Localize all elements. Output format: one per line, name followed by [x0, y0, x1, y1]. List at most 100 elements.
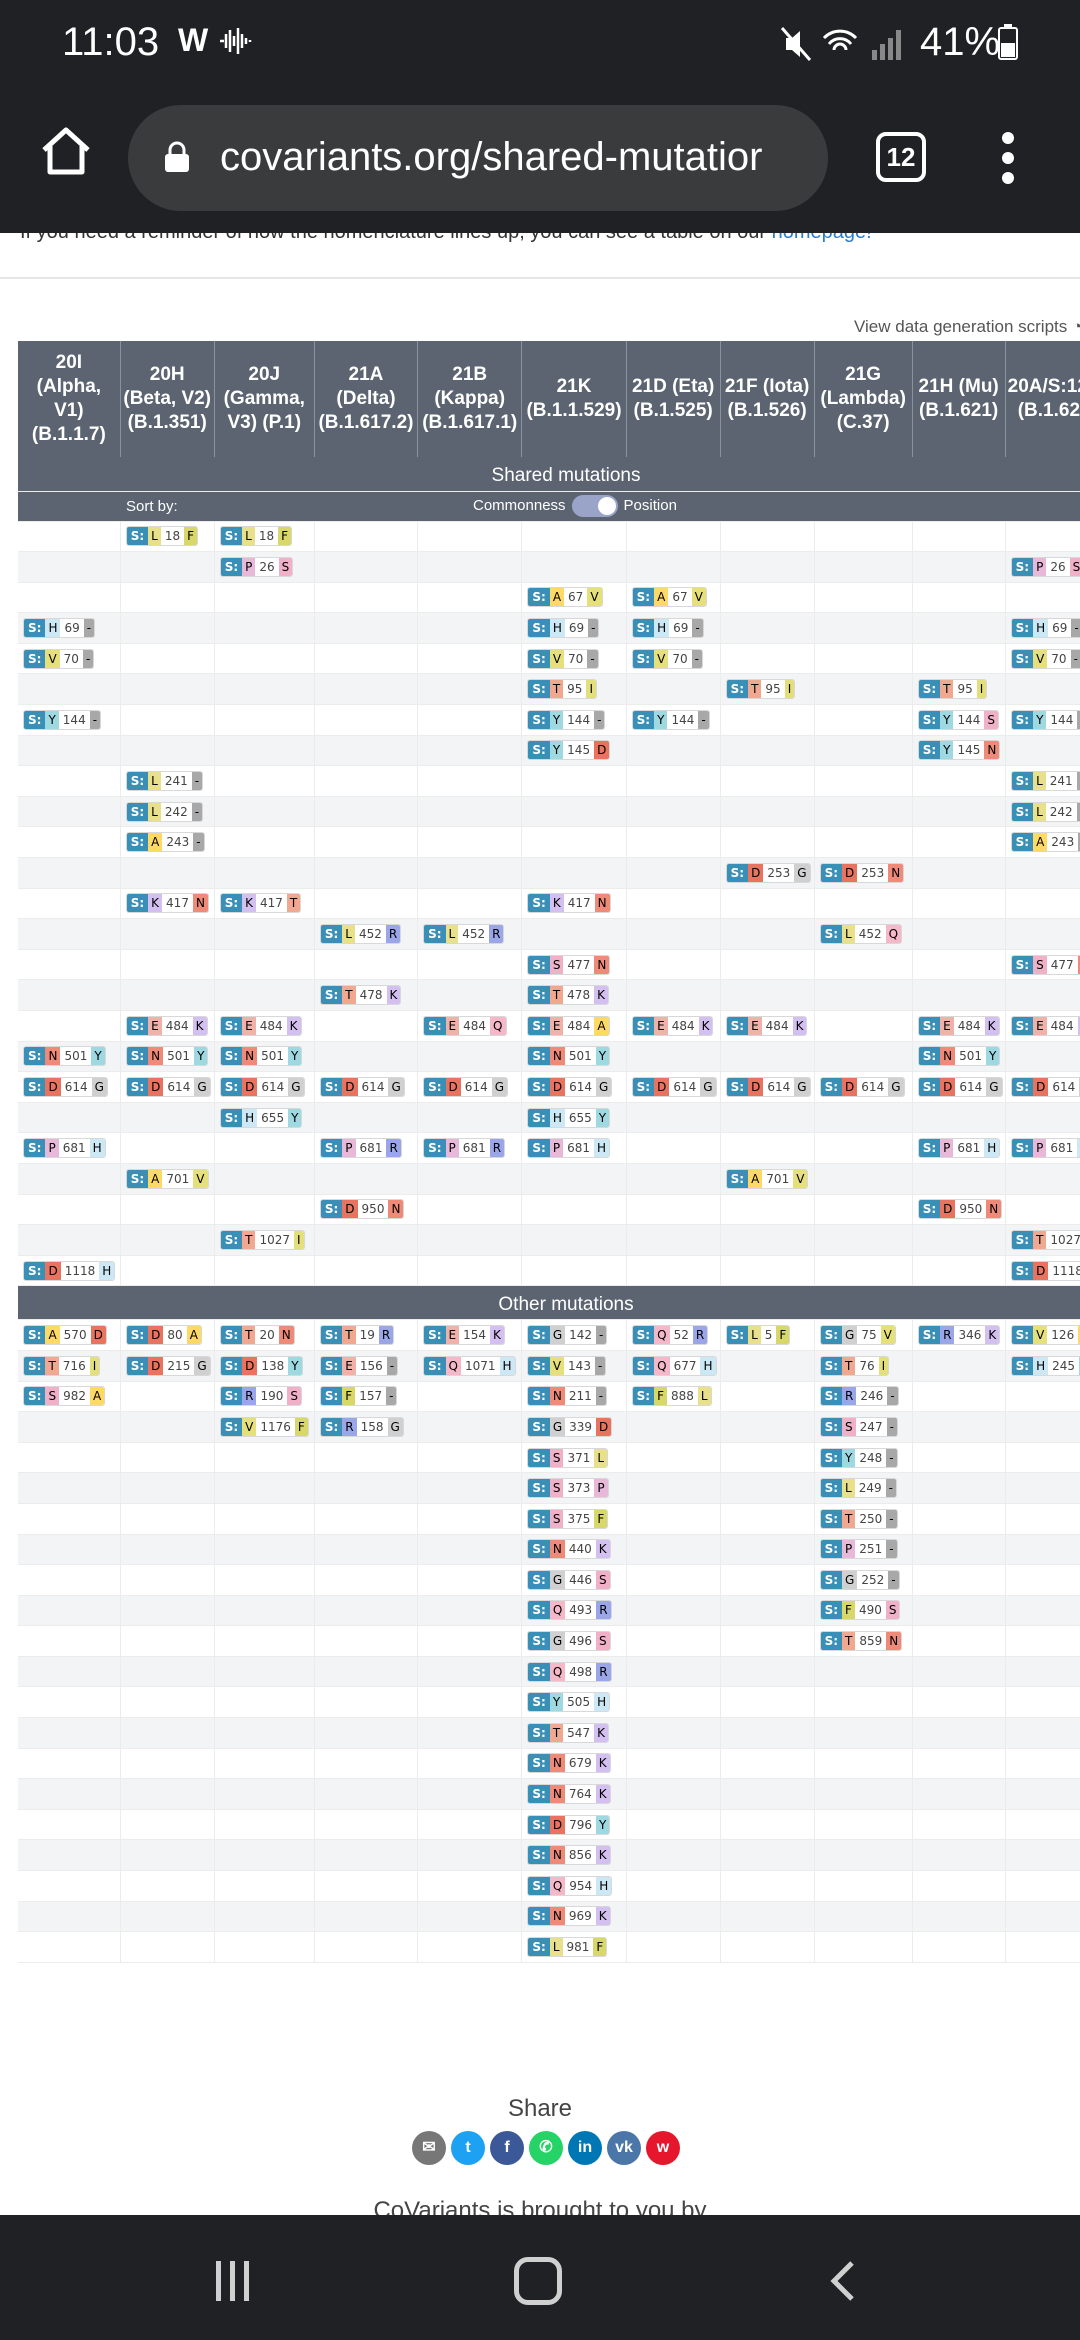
mutation-badge[interactable]: S: N 501 Y: [527, 1046, 611, 1067]
mutation-badge[interactable]: S: V 70-: [23, 648, 95, 669]
mutation-badge[interactable]: S: L 18 F: [219, 526, 293, 547]
home-icon[interactable]: [36, 122, 96, 182]
mutation-badge[interactable]: S: P 26 S: [1010, 556, 1080, 577]
back-icon[interactable]: [826, 2259, 858, 2303]
mutation-badge[interactable]: S: F 490 S: [819, 1600, 901, 1621]
mutation-badge[interactable]: S: L 981 F: [527, 1937, 608, 1958]
mutation-badge[interactable]: S: T 478 K: [319, 985, 402, 1006]
mutation-badge[interactable]: S: T 95 I: [527, 679, 597, 700]
sort-position-label[interactable]: Position: [623, 496, 677, 514]
mutation-badge[interactable]: S: T 95 I: [725, 679, 796, 700]
mutation-badge[interactable]: S: G 75 V: [819, 1325, 896, 1346]
mutation-badge[interactable]: S: Q 498 R: [527, 1661, 612, 1682]
mutation-badge[interactable]: S: R 158 G: [319, 1416, 404, 1437]
mutation-badge[interactable]: S: F 888 L: [631, 1386, 712, 1407]
mutation-badge[interactable]: S: Y 144 S: [917, 709, 1000, 730]
email-icon[interactable]: ✉: [412, 2131, 446, 2165]
mutation-badge[interactable]: S: N 440 K: [527, 1539, 611, 1560]
mutation-badge[interactable]: S: H 655 Y: [527, 1107, 611, 1128]
mutation-badge[interactable]: S: N 211-: [527, 1386, 608, 1407]
homepage-link[interactable]: homepage!: [772, 233, 872, 243]
mutation-badge[interactable]: S: S 247-: [819, 1416, 898, 1437]
mutation-badge[interactable]: S: Y 505 H: [527, 1692, 611, 1713]
mutation-badge[interactable]: S: S 375 F: [527, 1508, 609, 1529]
mutation-badge[interactable]: S: H 69-: [631, 618, 704, 639]
mutation-badge[interactable]: S: Y 248-: [819, 1447, 898, 1468]
mutation-badge[interactable]: S: Q 954 H: [527, 1875, 613, 1896]
mutation-badge[interactable]: S: P 26 S: [219, 556, 294, 577]
view-data-scripts-link[interactable]: View data generation scripts ◔: [854, 317, 1080, 337]
mutation-badge[interactable]: S: Y 145 D: [527, 740, 611, 761]
mutation-badge[interactable]: S: K 417 T: [219, 893, 302, 914]
mutation-badge[interactable]: S: T 95 I: [917, 679, 988, 700]
mutation-badge[interactable]: S: T 478 K: [527, 985, 609, 1006]
mutation-badge[interactable]: S: G 446 S: [527, 1569, 611, 1590]
mutation-badge[interactable]: S: Q 677 H: [631, 1355, 717, 1376]
tab-switcher-button[interactable]: 12: [876, 132, 926, 182]
mutation-badge[interactable]: S: E 156-: [319, 1355, 399, 1376]
mutation-badge[interactable]: S: E 484 Q: [423, 1015, 507, 1036]
mutation-badge[interactable]: S: Q 493 R: [527, 1600, 612, 1621]
mutation-badge[interactable]: S:V126A: [1010, 1325, 1080, 1346]
mutation-badge[interactable]: S: H 69-: [527, 618, 600, 639]
mutation-badge[interactable]: S: G 496 S: [527, 1631, 611, 1652]
mutation-badge[interactable]: S: P 251-: [819, 1539, 898, 1560]
recent-apps-icon[interactable]: [216, 2261, 260, 2301]
mutation-badge[interactable]: S: G 142-: [527, 1325, 608, 1346]
mutation-badge[interactable]: S: V 1176 F: [219, 1416, 309, 1437]
linkedin-icon[interactable]: in: [568, 2131, 602, 2165]
mutation-badge[interactable]: S: F 157-: [319, 1386, 398, 1407]
mutation-badge[interactable]: S: Y 145 N: [917, 740, 1001, 761]
mutation-badge[interactable]: S: Q 52 R: [631, 1325, 709, 1346]
mutation-badge[interactable]: S: N 679 K: [527, 1753, 611, 1774]
mutation-badge[interactable]: S: K 417 N: [125, 893, 209, 914]
mutation-badge[interactable]: S: D 138 Y: [219, 1355, 303, 1376]
address-bar[interactable]: covariants.org/shared-mutatior: [128, 105, 828, 211]
mutation-badge[interactable]: S: N 764 K: [527, 1784, 611, 1805]
mutation-badge[interactable]: S: N 501 Y: [219, 1046, 303, 1067]
mutation-badge[interactable]: S: L 18 F: [125, 526, 199, 547]
mutation-badge[interactable]: S: D 80 A: [125, 1325, 202, 1346]
facebook-icon[interactable]: f: [490, 2131, 524, 2165]
twitter-icon[interactable]: t: [451, 2131, 485, 2165]
mutation-badge[interactable]: S: L 5 F: [725, 1325, 791, 1346]
mutation-badge[interactable]: S: T 716 I: [23, 1355, 101, 1376]
mutation-badge[interactable]: S: L 452 R: [423, 924, 505, 945]
mutation-badge[interactable]: S: T 859 N: [819, 1631, 903, 1652]
mutation-badge[interactable]: S: N 501 Y: [23, 1046, 106, 1067]
mutation-badge[interactable]: S: T 547 K: [527, 1722, 609, 1743]
mutation-badge[interactable]: S: A 67 V: [527, 587, 603, 608]
mutation-badge[interactable]: S: E 154 K: [423, 1325, 505, 1346]
mutation-badge[interactable]: S: T 20 N: [219, 1325, 295, 1346]
nav-home-icon[interactable]: [514, 2257, 562, 2305]
mutation-badge[interactable]: S: P 681 R: [423, 1138, 506, 1159]
mutation-badge[interactable]: S: G 339 D: [527, 1416, 613, 1437]
mutation-badge[interactable]: S: S 371 L: [527, 1447, 609, 1468]
mutation-badge[interactable]: S: L 452 R: [319, 924, 402, 945]
mutation-badge[interactable]: S: A 570 D: [23, 1325, 107, 1346]
mutation-badge[interactable]: S: H 69-: [1010, 618, 1080, 639]
